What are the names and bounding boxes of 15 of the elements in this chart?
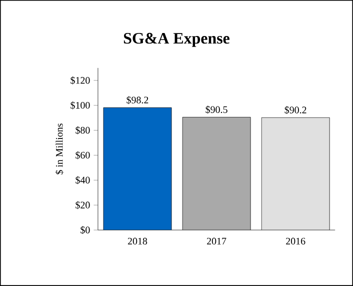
x-tick-label: 2017 xyxy=(206,238,226,245)
x-tick-label: 2018 xyxy=(128,238,148,245)
data-label: $90.2 xyxy=(284,106,306,114)
x-tick-label: 2016 xyxy=(286,238,306,245)
y-tick-label: $120 xyxy=(70,76,90,84)
data-label: $98.2 xyxy=(126,96,148,104)
y-tick-label: $60 xyxy=(76,151,90,160)
data-label: $90.5 xyxy=(206,106,228,114)
y-tick-label: $40 xyxy=(76,176,90,184)
y-tick-label: $100 xyxy=(70,101,90,110)
chart-title: SG&A Expense xyxy=(124,32,230,47)
y-tick-label: $0 xyxy=(80,226,90,234)
y-tick-label: $20 xyxy=(76,201,90,210)
y-tick-label: $80 xyxy=(76,126,90,134)
y-axis-title: $ in Millions xyxy=(55,124,64,174)
